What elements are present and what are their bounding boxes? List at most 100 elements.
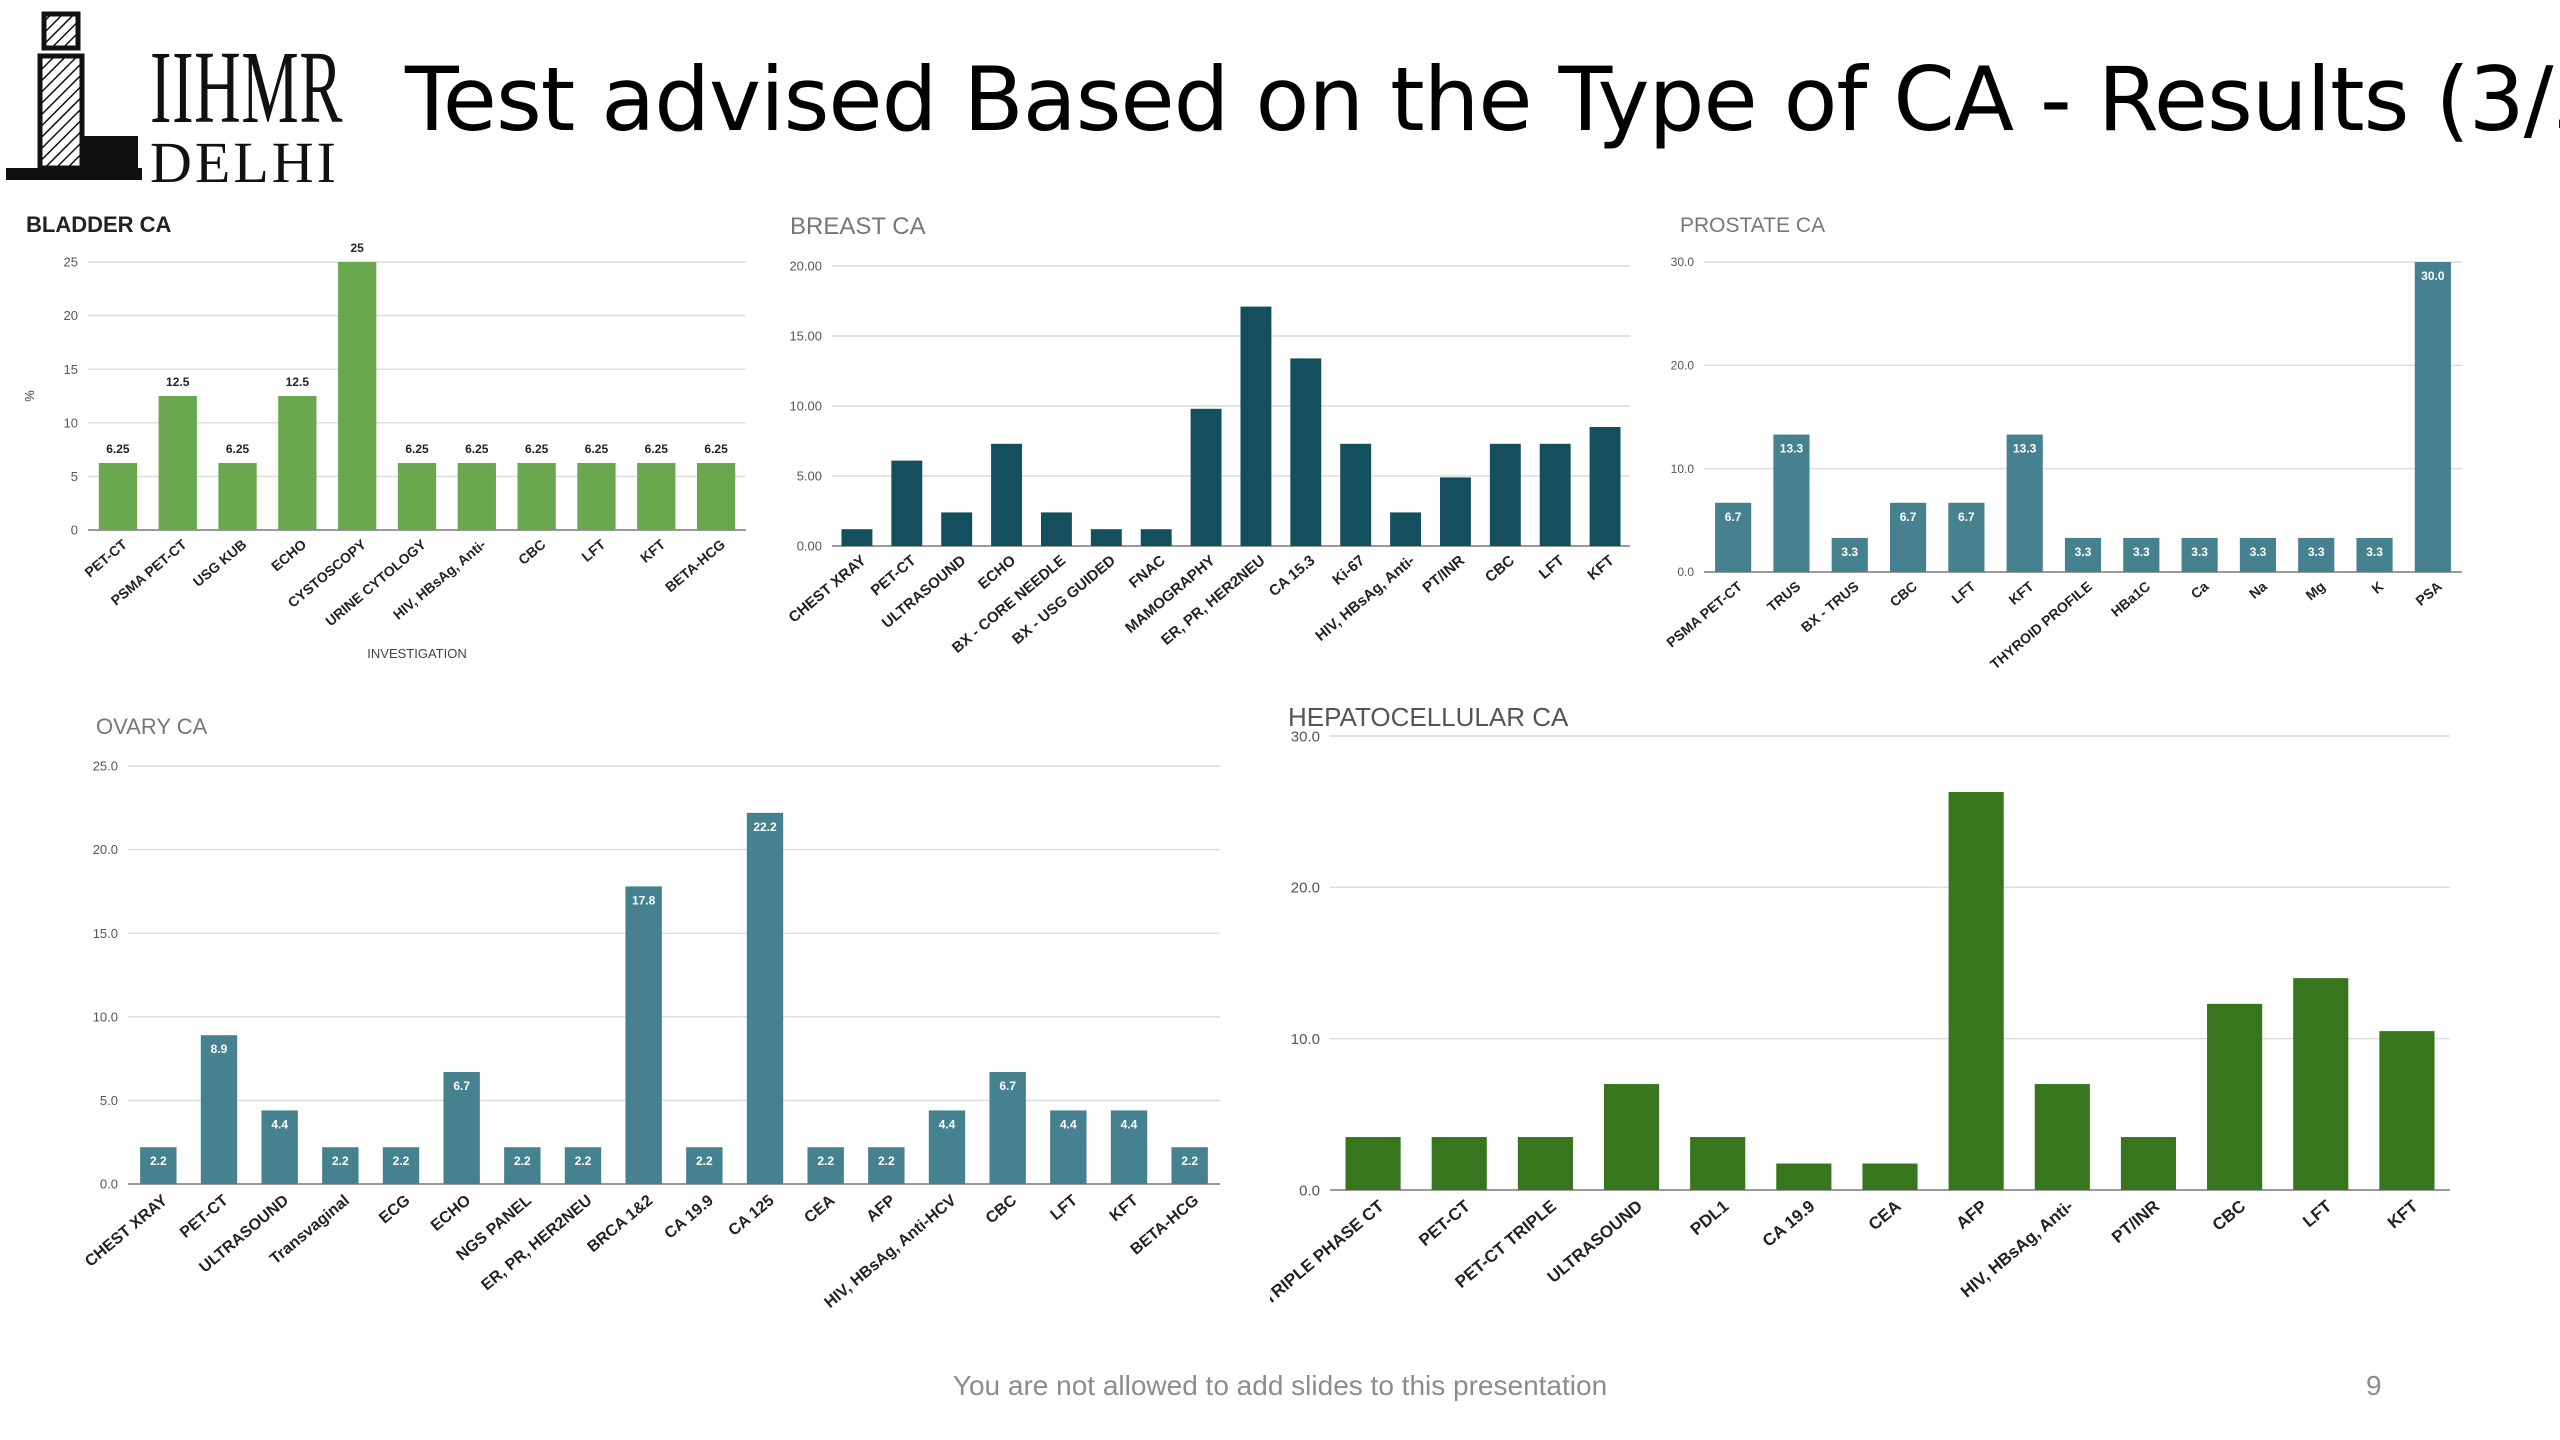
bar-er-pr-her2neu bbox=[564, 1147, 602, 1184]
y-tick-label: 0 bbox=[71, 523, 78, 538]
x-tick-label: CA 125 bbox=[726, 1192, 778, 1240]
x-tick-label: USG KUB bbox=[190, 536, 250, 590]
bar-echo bbox=[991, 443, 1023, 546]
y-tick-label: 10.0 bbox=[1671, 462, 1695, 476]
data-label: 6.25 bbox=[226, 442, 250, 456]
data-label: 6.25 bbox=[525, 442, 549, 456]
x-tick-label: ER, PR, HER2NEU bbox=[478, 1192, 595, 1294]
y-tick-label: 30.0 bbox=[1291, 728, 1320, 745]
x-tick-label: CBC bbox=[1886, 578, 1920, 610]
y-tick-label: 20.0 bbox=[1291, 880, 1320, 897]
bar-transvaginal bbox=[322, 1147, 359, 1184]
bar-hba1c bbox=[2123, 537, 2160, 572]
x-tick-label: CBC bbox=[1482, 552, 1518, 586]
y-tick-label: 5 bbox=[71, 469, 78, 484]
x-tick-label: LFT bbox=[1536, 552, 1568, 583]
y-tick-label: 30.0 bbox=[1671, 255, 1695, 269]
bar-afp bbox=[868, 1147, 905, 1184]
x-tick-label: ULTRASOUND bbox=[879, 552, 970, 632]
x-tick-label: KFT bbox=[1107, 1192, 1142, 1225]
x-tick-label: HBa1C bbox=[2108, 578, 2153, 620]
bar-echo bbox=[278, 396, 317, 530]
data-label: 6.25 bbox=[585, 442, 609, 456]
y-tick-label: 10.0 bbox=[1291, 1031, 1320, 1048]
data-label: 3.3 bbox=[2308, 545, 2325, 559]
x-tick-label: ECHO bbox=[975, 552, 1019, 593]
x-tick-label: URINE CYTOLOGY bbox=[322, 536, 429, 630]
bar-ngs-panel bbox=[504, 1147, 541, 1184]
bar-ultrasound bbox=[941, 512, 973, 546]
page-number: 9 bbox=[2366, 1370, 2382, 1401]
bar-lft bbox=[2293, 978, 2349, 1190]
bar-usg-kub bbox=[218, 463, 257, 530]
y-tick-label: 15.00 bbox=[789, 329, 822, 344]
chart-title: OVARY CA bbox=[96, 714, 208, 739]
bar-pet-ct-triple bbox=[1517, 1137, 1573, 1190]
data-label: 22.2 bbox=[753, 820, 777, 834]
data-label: 4.4 bbox=[1121, 1117, 1138, 1131]
chart-bladder-ca: BLADDER CA 0 5 10 15 20 25% 6.25 PET-CT 12.5 PSMA … bbox=[0, 200, 760, 670]
bar-bx-usg-guided bbox=[1090, 529, 1122, 546]
data-label: 6.7 bbox=[1958, 510, 1975, 524]
iihmr-logo: IIHMR DELHI bbox=[0, 8, 370, 192]
data-label: 2.2 bbox=[878, 1154, 895, 1168]
data-label: 6.25 bbox=[405, 442, 429, 456]
x-tick-label: Na bbox=[2246, 578, 2270, 602]
bar-cea bbox=[807, 1147, 844, 1184]
x-tick-label: FNAC bbox=[1126, 552, 1169, 592]
y-tick-label: 20.0 bbox=[1671, 359, 1695, 373]
data-label: 2.2 bbox=[150, 1154, 167, 1168]
bar-kft bbox=[637, 463, 676, 530]
bar-pet-ct bbox=[891, 460, 923, 546]
x-tick-label: Mg bbox=[2302, 578, 2328, 603]
bar-triple-phase-ct bbox=[1345, 1137, 1401, 1190]
data-label: 12.5 bbox=[166, 375, 190, 389]
x-tick-label: CBC bbox=[515, 536, 549, 568]
x-tick-label: ECHO bbox=[268, 536, 309, 574]
x-tick-label: CEA bbox=[1865, 1197, 1905, 1235]
bar-mamography bbox=[1190, 408, 1222, 546]
bar-kft bbox=[2006, 434, 2043, 572]
bar-urine-cytology bbox=[397, 463, 437, 530]
y-tick-label: 0.0 bbox=[100, 1177, 118, 1192]
x-tick-label: BETA-HCG bbox=[662, 536, 728, 595]
y-tick-label: 0.00 bbox=[797, 539, 822, 554]
x-tick-label: Ca bbox=[2188, 578, 2212, 602]
data-label: 3.3 bbox=[2366, 545, 2383, 559]
bar-cbc bbox=[1890, 502, 1927, 572]
data-label: 2.2 bbox=[332, 1154, 349, 1168]
bar-na bbox=[2239, 537, 2276, 572]
data-label: 2.2 bbox=[696, 1154, 713, 1168]
data-label: 3.3 bbox=[2191, 545, 2208, 559]
bar-cbc bbox=[989, 1071, 1026, 1184]
x-tick-label: PSMA PET-CT bbox=[1663, 578, 1745, 651]
footer-note: You are not allowed to add slides to thi… bbox=[952, 1370, 1608, 1401]
data-label: 2.2 bbox=[1181, 1154, 1198, 1168]
data-label: 2.2 bbox=[514, 1154, 531, 1168]
bar-fnac bbox=[1140, 529, 1172, 546]
x-tick-label: LFT bbox=[1948, 578, 1978, 607]
data-label: 6.7 bbox=[1900, 510, 1917, 524]
data-label: 17.8 bbox=[632, 893, 656, 907]
logo-emblem-icon bbox=[6, 11, 142, 180]
data-label: 2.2 bbox=[575, 1154, 592, 1168]
chart-title: PROSTATE CA bbox=[1680, 214, 1825, 237]
bar-pet-ct bbox=[200, 1035, 238, 1184]
bar-cbc bbox=[2207, 1003, 2263, 1190]
y-tick-label: 5.00 bbox=[797, 469, 822, 484]
x-tick-label: CEA bbox=[801, 1192, 838, 1227]
y-tick-label: 15.0 bbox=[93, 926, 118, 941]
x-tick-label: TRUS bbox=[1764, 578, 1803, 615]
x-tick-label: PET-CT bbox=[81, 536, 130, 581]
bar-thyroid-profile bbox=[2064, 537, 2102, 572]
bar-bx-trus bbox=[1831, 537, 1868, 572]
bar-beta-hcg bbox=[696, 463, 736, 530]
data-label: 6.25 bbox=[645, 442, 669, 456]
x-tick-label: KFT bbox=[2384, 1196, 2422, 1232]
x-tick-label: TRIPLE PHASE CT bbox=[1270, 1196, 1388, 1308]
x-tick-label: PSA bbox=[2412, 578, 2444, 609]
y-tick-label: 0.0 bbox=[1299, 1182, 1320, 1199]
bar-hiv-hbsag-anti bbox=[457, 463, 496, 530]
y-tick-label: 5.0 bbox=[100, 1093, 118, 1108]
x-tick-label: PET-CT bbox=[177, 1192, 232, 1242]
